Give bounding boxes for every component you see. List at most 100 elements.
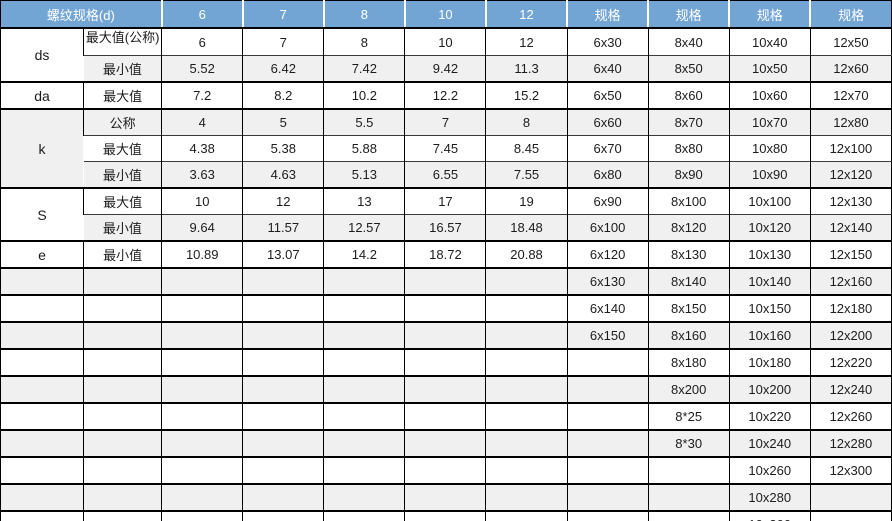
spec-cell: 6x70 [566, 135, 649, 162]
empty-cell [0, 456, 84, 484]
spec-cell: 8x130 [647, 240, 730, 268]
value-cell: 13.07 [242, 240, 324, 268]
empty-cell [323, 402, 405, 430]
spec-cell [809, 510, 892, 521]
empty-cell [83, 510, 162, 521]
spec-cell: 10x60 [728, 81, 811, 109]
empty-cell [323, 348, 405, 376]
value-cell: 18.48 [485, 214, 568, 241]
value-cell: 7.45 [404, 135, 486, 162]
value-cell: 11.57 [242, 214, 324, 241]
empty-cell [404, 456, 486, 484]
empty-cell [323, 456, 405, 484]
empty-cell [242, 375, 324, 403]
spec-cell: 10x70 [728, 108, 811, 136]
table-row: 最小值 3.63 4.63 5.13 6.55 7.55 6x80 8x90 1… [1, 161, 892, 188]
empty-cell [404, 483, 486, 511]
spec-cell: 10x200 [728, 375, 811, 403]
table-row: 6x150 8x160 10x160 12x200 [0, 321, 892, 349]
empty-cell [485, 294, 568, 322]
table-row: 8*30 10x240 12x280 [0, 429, 892, 457]
header-size-cell: 6 [160, 0, 243, 29]
empty-cell [242, 348, 324, 376]
header-thread-spec-cell: 螺纹规格(d) [0, 0, 162, 29]
value-cell: 16.57 [404, 214, 486, 241]
value-cell: 19 [485, 187, 568, 215]
empty-cell [0, 294, 84, 322]
value-cell: 8.2 [242, 81, 324, 109]
spec-cell [566, 510, 649, 521]
spec-cell: 10x90 [728, 161, 811, 188]
param-cell-s: S [0, 187, 84, 241]
spec-cell: 6x40 [566, 55, 649, 82]
value-cell: 6.42 [242, 55, 324, 82]
value-cell: 4 [161, 108, 243, 136]
value-cell: 9.42 [404, 55, 486, 82]
table-row: 8x200 10x200 12x240 [0, 375, 892, 403]
value-cell: 5.38 [242, 135, 324, 162]
spec-cell: 6x30 [566, 27, 649, 56]
empty-cell [485, 375, 568, 403]
value-cell: 10.2 [323, 81, 405, 109]
empty-cell [161, 429, 243, 457]
empty-cell [485, 510, 568, 521]
empty-cell [83, 429, 162, 457]
spec-cell: 12x80 [809, 108, 892, 136]
table-row: 6x130 8x140 10x140 12x160 [0, 267, 892, 295]
spec-cell: 6x60 [566, 108, 649, 136]
value-cell: 5.5 [323, 108, 405, 136]
spec-cell [566, 483, 649, 511]
spec-cell: 12x220 [809, 348, 892, 376]
spec-cell: 12x260 [809, 402, 892, 430]
spec-cell: 8x150 [647, 294, 730, 322]
spec-cell: 8x200 [647, 375, 730, 403]
empty-cell [404, 429, 486, 457]
empty-cell [323, 510, 405, 521]
spec-cell: 8x180 [647, 348, 730, 376]
empty-cell [83, 321, 162, 349]
spec-cell: 10x120 [728, 214, 811, 241]
empty-cell [485, 321, 568, 349]
spec-cell [647, 510, 730, 521]
value-cell: 12 [242, 187, 324, 215]
empty-cell [485, 402, 568, 430]
spec-cell: 10x100 [728, 187, 811, 215]
spec-cell [566, 429, 649, 457]
spec-cell: 12x140 [809, 214, 892, 241]
spec-cell: 8x80 [647, 135, 730, 162]
table-row: 10x300 [0, 510, 892, 521]
empty-cell [485, 456, 568, 484]
empty-cell [323, 375, 405, 403]
value-cell: 12.57 [323, 214, 405, 241]
value-cell: 17 [404, 187, 486, 215]
spec-cell: 10x300 [728, 510, 811, 521]
spec-cell: 12x160 [809, 267, 892, 295]
empty-cell [83, 402, 162, 430]
value-cell: 3.63 [161, 161, 243, 188]
empty-cell [83, 375, 162, 403]
value-cell: 14.2 [323, 240, 405, 268]
value-cell: 20.88 [485, 240, 568, 268]
spec-cell: 8x120 [647, 214, 730, 241]
measure-label-cell: 最小值 [83, 161, 162, 188]
empty-cell [323, 483, 405, 511]
empty-cell [0, 510, 84, 521]
empty-cell [161, 375, 243, 403]
value-cell: 11.3 [485, 55, 568, 82]
spec-cell [566, 402, 649, 430]
spec-cell: 10x150 [728, 294, 811, 322]
spec-cell: 6x100 [566, 214, 649, 241]
table-row: 最大值 4.38 5.38 5.88 7.45 8.45 6x70 8x80 1… [1, 135, 892, 162]
header-size-cell: 8 [322, 0, 405, 29]
spec-cell: 12x100 [809, 135, 892, 162]
empty-cell [0, 348, 84, 376]
value-cell: 7 [404, 108, 486, 136]
spec-cell: 10x160 [728, 321, 811, 349]
table-row: 8x180 10x180 12x220 [0, 348, 892, 376]
value-cell: 15.2 [485, 81, 568, 109]
empty-cell [404, 321, 486, 349]
spec-cell: 6x90 [566, 187, 649, 215]
spec-cell: 12x120 [809, 161, 892, 188]
measure-label: 最大值(公称) [85, 30, 160, 45]
table-row: e 最小值 10.89 13.07 14.2 18.72 20.88 6x120… [0, 240, 892, 268]
